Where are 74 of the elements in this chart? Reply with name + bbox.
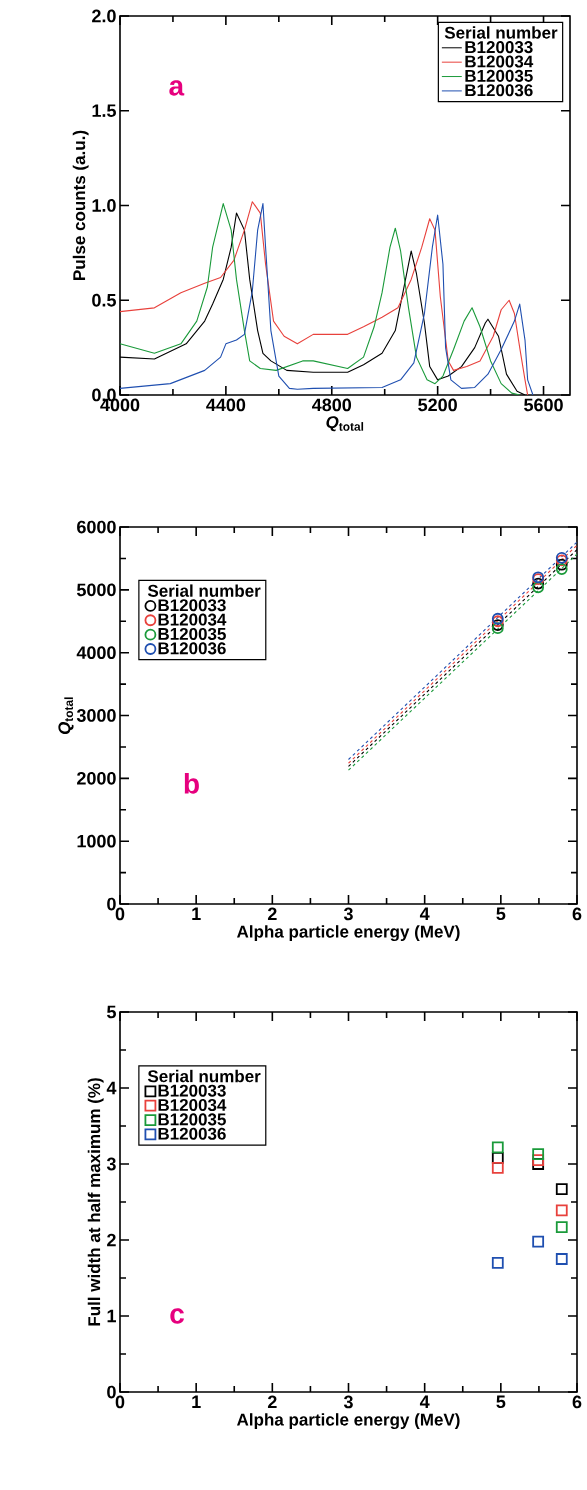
y-axis-title: Q$_{total}$ — [58, 697, 74, 735]
x-axis-title: Alpha particle energy (MeV) — [236, 1413, 460, 1430]
legend-label: B120034 — [465, 55, 534, 68]
x-tick-label: 4400 — [206, 398, 246, 412]
point — [555, 1183, 568, 1195]
point — [491, 1161, 504, 1174]
x-axis-title: Alpha particle energy (MeV) — [236, 925, 460, 942]
point — [532, 577, 545, 590]
legend-label: B120034 — [158, 1099, 227, 1112]
point — [555, 1253, 568, 1265]
x-tick-label: 5200 — [418, 398, 457, 412]
x-tick-label: 2 — [267, 1395, 277, 1409]
point — [532, 1148, 545, 1161]
point — [491, 1256, 504, 1269]
point — [555, 563, 568, 576]
legend-label: B120033 — [158, 1084, 226, 1097]
y-tick-label: 0.5 — [92, 293, 116, 307]
point — [532, 581, 545, 594]
y-tick-label: 1.5 — [92, 104, 116, 118]
legend-label: B120036 — [158, 642, 226, 655]
point — [532, 1235, 545, 1248]
point — [491, 1141, 504, 1154]
y-tick-label: 1.0 — [92, 199, 116, 212]
legend-label: B120035 — [158, 1113, 226, 1126]
point — [491, 619, 504, 631]
x-tick-label: 3 — [343, 1395, 353, 1409]
point — [532, 1154, 545, 1167]
x-tick-label: 6 — [572, 907, 582, 921]
y-tick-label: 2.0 — [92, 9, 116, 23]
y-tick-label: 6000 — [77, 520, 116, 534]
legend-label: B120034 — [158, 613, 227, 626]
x-tick-label: 4 — [419, 907, 430, 920]
x-tick-label: 5 — [496, 1395, 506, 1409]
legend-label: B120033 — [158, 599, 226, 612]
legend-label: B120036 — [158, 1127, 226, 1140]
y-axis-title: Full width at half maximum (%) — [87, 1078, 104, 1326]
x-tick-label: 2 — [267, 907, 277, 921]
annotation: a — [169, 80, 185, 96]
point — [555, 1204, 568, 1217]
legend-title: Serial number — [444, 26, 558, 39]
y-tick-label: 1000 — [77, 834, 116, 848]
x-tick-label: 4 — [419, 1395, 430, 1408]
point — [555, 558, 568, 571]
x-tick-label: 4800 — [312, 398, 352, 412]
y-tick-label: 4 — [106, 1081, 117, 1095]
y-tick-label: 1 — [107, 1309, 116, 1323]
annotation: c — [170, 1308, 184, 1324]
y-tick-label: 5 — [107, 1005, 116, 1019]
point — [491, 622, 504, 635]
y-tick-label: 5000 — [76, 583, 116, 597]
y-tick-label: 4000 — [76, 646, 116, 660]
y-tick-label: 2 — [107, 1233, 116, 1247]
legend-label: B120035 — [158, 627, 226, 641]
legend-label: B120036 — [465, 84, 533, 97]
point — [555, 1221, 568, 1233]
legend-title: Serial number — [147, 584, 261, 597]
x-tick-label: 5 — [496, 907, 506, 921]
y-tick-label: 0 — [107, 897, 116, 911]
annotation: b — [184, 773, 199, 794]
x-tick-label: 1 — [192, 1395, 201, 1408]
x-tick-label: 3 — [343, 907, 353, 921]
x-tick-label: 5600 — [524, 398, 563, 412]
y-tick-label: 3 — [106, 1157, 116, 1171]
legend-label: B120035 — [465, 69, 533, 82]
y-tick-label: 0 — [107, 1385, 116, 1399]
x-axis-title: Q$_{total}$ — [326, 416, 364, 432]
x-tick-label: 6 — [572, 1395, 582, 1409]
legend-label: B120033 — [465, 41, 533, 54]
x-tick-label: 1 — [192, 907, 201, 920]
y-axis-title: Pulse counts (a.u.) — [72, 130, 89, 280]
y-tick-label: 3000 — [76, 709, 116, 722]
point — [491, 1152, 504, 1164]
legend-title: Serial number — [147, 1069, 261, 1083]
y-tick-label: 2000 — [77, 771, 116, 785]
